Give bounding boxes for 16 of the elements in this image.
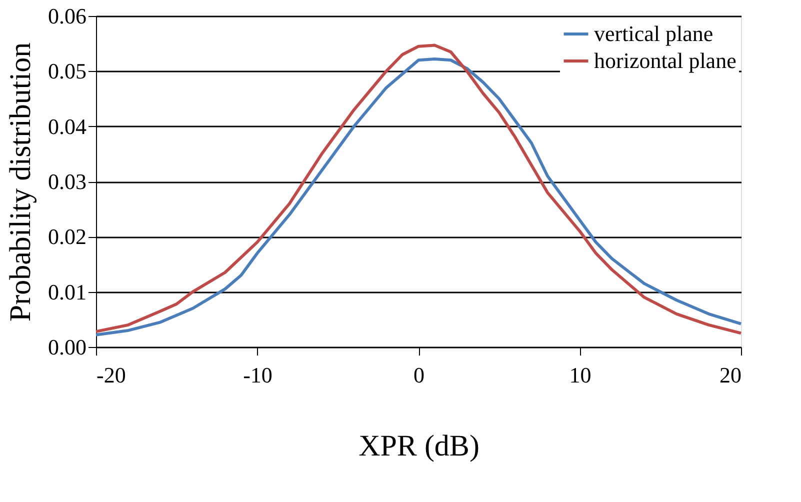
y-tick-label: 0.02	[48, 224, 86, 250]
x-tick-label: 0	[414, 362, 424, 388]
x-tick-label: -10	[243, 362, 272, 388]
x-tick-label: 20	[720, 362, 742, 388]
y-axis-title: Probability distribution	[4, 42, 37, 322]
y-tick-label: 0.06	[48, 4, 86, 28]
y-tick-label: 0.05	[48, 58, 86, 84]
y-tick-label: 0.01	[48, 279, 86, 304]
y-tick-label: 0.00	[48, 334, 86, 360]
legend-label: horizontal plane	[594, 48, 736, 73]
y-tick-label: 0.03	[48, 169, 86, 194]
y-tick-label: 0.04	[48, 114, 86, 139]
x-axis-title: XPR (dB)	[358, 430, 480, 462]
x-tick-label: -20	[96, 362, 126, 388]
x-tick-label: 10	[569, 362, 592, 388]
legend-label: vertical plane	[594, 21, 714, 46]
